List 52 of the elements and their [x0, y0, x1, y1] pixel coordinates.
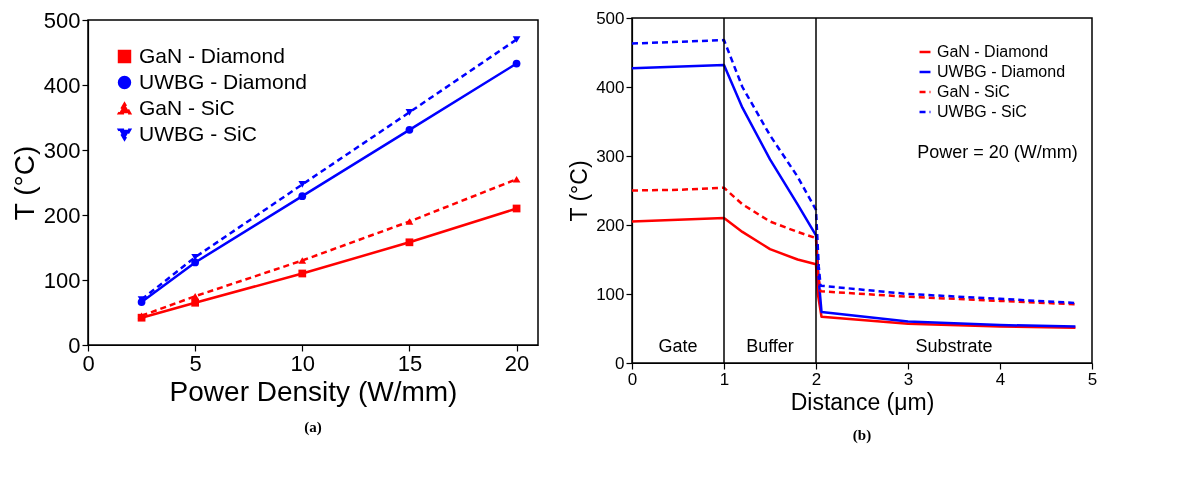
x-axis-title: Power Density (W/mm)	[169, 375, 458, 407]
point	[191, 298, 200, 307]
point	[191, 258, 200, 267]
point	[298, 192, 307, 201]
y-tick-label: 200	[596, 215, 625, 235]
x-tick-label: 5	[189, 350, 202, 376]
text: (a)	[304, 419, 322, 436]
x-tick-label: 0	[627, 369, 638, 389]
annotation: Substrate	[915, 336, 993, 357]
point	[191, 292, 200, 300]
legend-label: UWBG - Diamond	[139, 69, 308, 93]
point	[405, 238, 414, 247]
legend-label: GaN - SiC	[937, 83, 1010, 100]
y-tick-label: 400	[43, 72, 81, 98]
y-tick-label: 300	[43, 137, 81, 163]
x-tick-label: 2	[811, 369, 822, 389]
y-tick-label: 400	[596, 77, 625, 97]
x-tick-label: 10	[290, 350, 316, 376]
y-tick-label: 100	[596, 284, 625, 304]
legend-label: GaN - SiC	[139, 95, 235, 119]
point	[512, 175, 521, 183]
x-tick-label: 3	[903, 369, 914, 389]
y-tick-label: 100	[43, 267, 81, 293]
y-tick-label: 300	[596, 146, 625, 166]
legend-label: GaN - Diamond	[139, 43, 285, 67]
y-tick-label: 0	[68, 332, 81, 358]
point	[512, 59, 521, 68]
legend-label: UWBG - SiC	[937, 103, 1027, 120]
annotation: Buffer	[746, 336, 794, 357]
y-tick-label: 500	[43, 7, 81, 33]
y-tick-label: 500	[596, 8, 625, 28]
x-tick-label: 20	[504, 350, 530, 376]
x-tick-label: 15	[397, 350, 423, 376]
point	[298, 269, 307, 278]
y-axis-title: T (°C)	[566, 160, 593, 222]
point	[298, 257, 307, 264]
x-tick-label: 5	[1087, 369, 1098, 389]
text: (b)	[852, 427, 872, 444]
annotation: Gate	[658, 336, 698, 357]
legend-label: UWBG - Diamond	[937, 63, 1066, 80]
y-axis-title: T (°C)	[8, 145, 40, 221]
annotation: Power = 20 (W/mm)	[917, 141, 1078, 162]
legend-label: UWBG - SiC	[139, 121, 257, 145]
point	[405, 108, 414, 116]
point	[405, 125, 414, 134]
legend-label: GaN - Diamond	[937, 43, 1049, 60]
point	[512, 36, 521, 43]
x-tick-label: 4	[995, 369, 1006, 389]
point	[405, 218, 414, 225]
x-axis-title: Distance (μm)	[790, 388, 935, 415]
y-tick-label: 200	[43, 202, 81, 228]
x-tick-label: 1	[719, 369, 730, 389]
